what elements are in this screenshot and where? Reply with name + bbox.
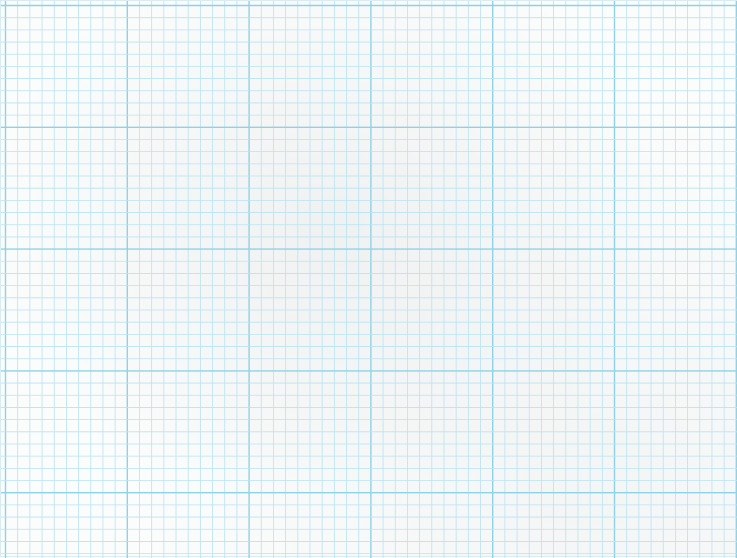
graph-paper-sheet bbox=[0, 0, 737, 558]
grid-lines bbox=[1, 1, 737, 558]
